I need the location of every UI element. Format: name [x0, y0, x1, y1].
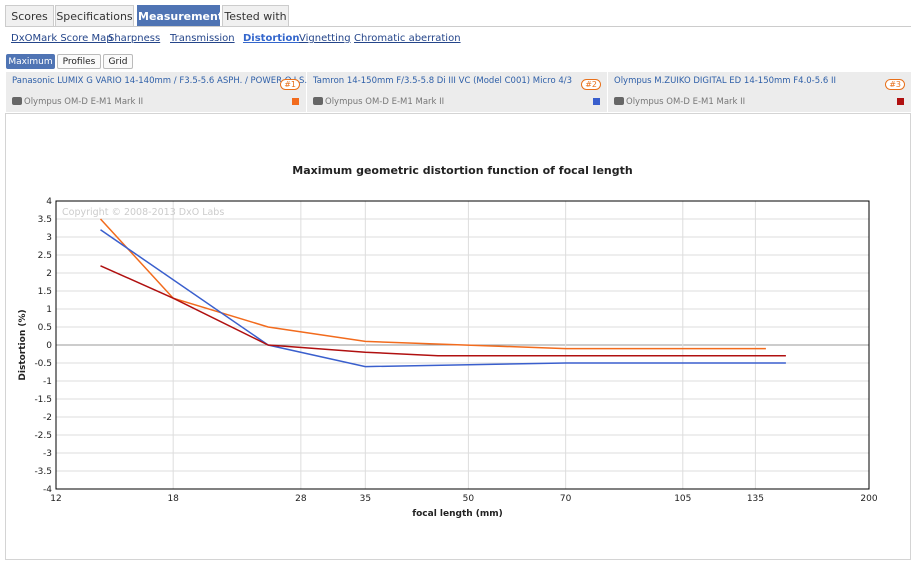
x-tick-label: 105 — [674, 494, 691, 504]
y-tick-label: -2 — [43, 413, 52, 423]
view-button[interactable]: Profiles — [57, 54, 101, 69]
camera-icon — [12, 97, 22, 105]
y-tick-label: 2 — [46, 269, 52, 279]
sub-nav-link[interactable]: DxOMark Score Map — [11, 33, 113, 44]
y-tick-label: -2.5 — [34, 431, 52, 441]
x-axis-label: focal length (mm) — [412, 509, 503, 519]
y-tick-label: -3.5 — [34, 467, 52, 477]
x-tick-label: 12 — [50, 494, 61, 504]
y-tick-label: 4 — [46, 197, 52, 207]
annotation: Copyright © 2008-2013 DxO Labs — [62, 207, 224, 218]
y-tick-label: 1 — [46, 305, 52, 315]
tab[interactable]: Scores — [5, 5, 54, 26]
x-tick-label: 50 — [463, 494, 475, 504]
y-tick-label: 0 — [46, 341, 52, 351]
view-button[interactable]: Grid — [103, 54, 133, 69]
camera-name: Olympus OM-D E-M1 Mark II — [24, 97, 144, 107]
x-tick-label: 18 — [167, 494, 179, 504]
lens-name[interactable]: Panasonic LUMIX G VARIO 14-140mm / F3.5-… — [12, 76, 308, 86]
view-button[interactable]: Maximum — [6, 54, 55, 69]
color-swatch — [897, 98, 904, 105]
sub-nav-link[interactable]: Vignetting — [299, 33, 351, 44]
lens-name[interactable]: Tamron 14-150mm F/3.5-5.8 Di III VC (Mod… — [313, 76, 573, 86]
y-tick-label: 0.5 — [38, 323, 52, 333]
y-tick-label: -3 — [43, 449, 52, 459]
color-swatch — [292, 98, 299, 105]
tab[interactable]: Measurements — [137, 5, 230, 26]
lens-entry: Tamron 14-150mm F/3.5-5.8 Di III VC (Mod… — [307, 72, 607, 112]
x-tick-label: 200 — [860, 494, 877, 504]
tab[interactable]: Specifications — [55, 5, 134, 26]
x-tick-label: 135 — [747, 494, 764, 504]
y-tick-label: 2.5 — [38, 251, 52, 261]
plot-border — [55, 200, 870, 490]
color-swatch — [593, 98, 600, 105]
camera-icon — [614, 97, 624, 105]
y-tick-label: 1.5 — [38, 287, 52, 297]
lens-name[interactable]: Olympus M.ZUIKO DIGITAL ED 14-150mm F4.0… — [614, 76, 836, 86]
sub-nav-link[interactable]: Transmission — [170, 33, 235, 44]
y-tick-label: -1 — [43, 377, 52, 387]
y-tick-label: -4 — [43, 485, 52, 495]
rank-badge: #1 — [280, 79, 300, 90]
camera-name: Olympus OM-D E-M1 Mark II — [325, 97, 445, 107]
chart-title: Maximum geometric distortion function of… — [292, 164, 632, 177]
sub-nav-link[interactable]: Sharpness — [108, 33, 161, 44]
y-tick-label: -1.5 — [34, 395, 52, 405]
camera-icon — [313, 97, 323, 105]
chart-panel — [5, 113, 911, 560]
rank-badge: #3 — [885, 79, 905, 90]
sub-nav-link[interactable]: Distortion — [243, 33, 300, 44]
tab-rule — [5, 26, 911, 27]
lens-entry: Olympus M.ZUIKO DIGITAL ED 14-150mm F4.0… — [608, 72, 911, 112]
y-axis-label: Distortion (%) — [18, 309, 28, 380]
series-line — [100, 265, 786, 357]
series-line — [99, 218, 766, 350]
series-line — [100, 229, 786, 368]
camera-name: Olympus OM-D E-M1 Mark II — [626, 97, 746, 107]
sub-nav-link[interactable]: Chromatic aberration — [354, 33, 461, 44]
x-tick-label: 28 — [295, 494, 307, 504]
y-tick-label: 3 — [46, 233, 52, 243]
lens-entry: Panasonic LUMIX G VARIO 14-140mm / F3.5-… — [6, 72, 308, 112]
tab[interactable]: Tested with — [222, 5, 289, 26]
y-tick-label: -0.5 — [34, 359, 52, 369]
y-tick-label: 3.5 — [38, 215, 52, 225]
x-tick-label: 70 — [560, 494, 572, 504]
rank-badge: #2 — [581, 79, 601, 90]
x-tick-label: 35 — [360, 494, 371, 504]
